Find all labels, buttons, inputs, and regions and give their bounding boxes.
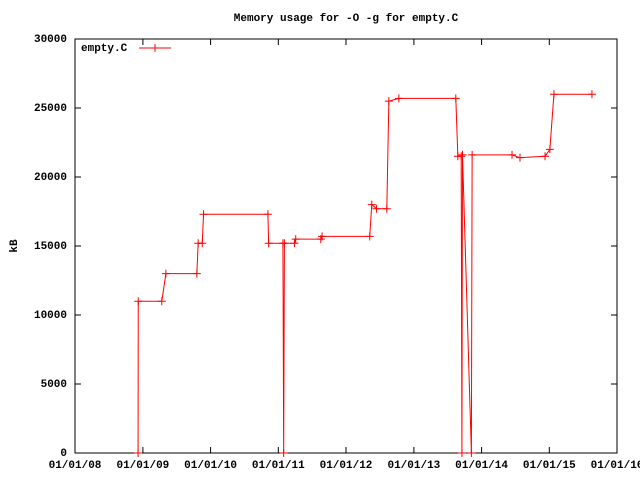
- point-marker: [382, 204, 391, 213]
- plot-frame: [74, 38, 618, 454]
- point-marker: [263, 210, 272, 219]
- point-marker: [549, 90, 558, 99]
- point-marker: [198, 239, 207, 248]
- point-marker: [318, 232, 327, 241]
- point-marker: [545, 145, 554, 154]
- y-tick-label: 0: [60, 448, 67, 460]
- point-marker: [291, 235, 300, 244]
- point-marker: [365, 232, 374, 241]
- point-marker: [161, 269, 170, 278]
- x-tick-label: 01/01/08: [49, 460, 102, 472]
- series-line: [137, 93, 592, 454]
- point-marker: [192, 269, 201, 278]
- point-marker: [468, 150, 477, 159]
- legend-swatch: [139, 44, 171, 52]
- point-marker: [508, 150, 517, 159]
- legend-label: empty.C: [81, 43, 128, 55]
- point-marker: [394, 94, 403, 103]
- x-tick-label: 01/01/12: [320, 460, 373, 472]
- point-marker: [290, 239, 299, 248]
- point-marker: [134, 297, 143, 306]
- point-marker: [457, 449, 466, 457]
- y-tick-label: 15000: [34, 241, 67, 253]
- point-marker: [367, 200, 376, 209]
- point-marker: [587, 90, 596, 99]
- point-marker: [384, 97, 393, 106]
- x-tick-label: 01/01/10: [184, 460, 237, 472]
- point-marker: [157, 297, 166, 306]
- point-marker: [264, 239, 273, 248]
- point-marker: [467, 449, 476, 457]
- point-marker: [515, 153, 524, 162]
- y-tick-label: 10000: [34, 310, 67, 322]
- y-tick-label: 30000: [34, 34, 67, 46]
- point-marker: [199, 210, 208, 219]
- point-marker: [280, 239, 289, 248]
- x-tick-label: 01/01/16: [591, 460, 640, 472]
- chart-title: Memory usage for -O -g for empty.C: [234, 13, 459, 25]
- x-tick-label: 01/01/09: [116, 460, 169, 472]
- y-axis-label: kB: [9, 239, 21, 253]
- point-marker: [134, 449, 143, 457]
- x-tick-label: 01/01/11: [252, 460, 305, 472]
- point-marker: [451, 94, 460, 103]
- point-marker: [279, 449, 288, 457]
- x-tick-label: 01/01/15: [523, 460, 576, 472]
- y-tick-label: 5000: [41, 379, 67, 391]
- point-marker: [372, 204, 381, 213]
- y-tick-label: 20000: [34, 172, 67, 184]
- point-marker: [458, 150, 467, 159]
- point-marker: [541, 152, 550, 161]
- x-tick-label: 01/01/14: [455, 460, 508, 472]
- point-marker: [457, 152, 466, 161]
- y-tick-label: 25000: [34, 103, 67, 115]
- x-tick-label: 01/01/13: [387, 460, 440, 472]
